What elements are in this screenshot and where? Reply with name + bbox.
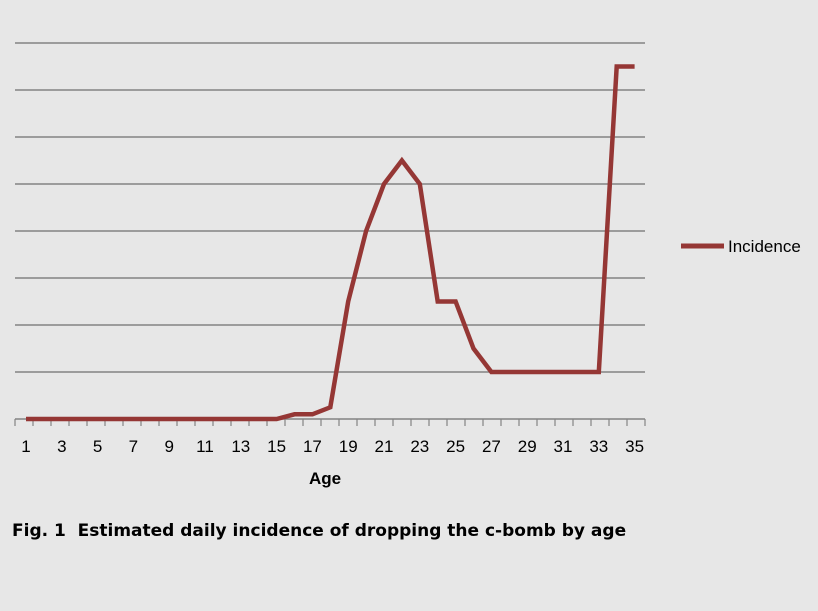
series-line-incidence — [26, 64, 635, 422]
x-tick-label: 35 — [625, 437, 644, 456]
x-tick-label: 5 — [93, 437, 102, 456]
x-axis-title: Age — [309, 469, 341, 488]
x-tick-label: 3 — [57, 437, 66, 456]
x-tick-label: 31 — [554, 437, 573, 456]
x-tick-label: 15 — [267, 437, 286, 456]
x-tick-label: 27 — [482, 437, 501, 456]
legend-label: Incidence — [728, 237, 801, 256]
legend: Incidence — [681, 237, 801, 256]
x-tick-label: 19 — [339, 437, 358, 456]
x-tick-label: 1 — [21, 437, 30, 456]
x-tick-label: 23 — [410, 437, 429, 456]
x-tick-label: 9 — [164, 437, 173, 456]
x-tick-label: 33 — [589, 437, 608, 456]
figure-caption: Fig. 1 Estimated daily incidence of drop… — [12, 521, 627, 541]
x-axis: 1 3 5 7 9 11 13 15 17 19 21 23 25 27 29 31 33 35 — [14, 418, 646, 456]
line-chart: 1 3 5 7 9 11 13 15 17 19 21 23 25 27 29 31 33 35 Age Inci… — [14, 42, 801, 488]
x-tick-label: 17 — [303, 437, 322, 456]
x-tick-label: 21 — [375, 437, 394, 456]
x-tick-label: 25 — [446, 437, 465, 456]
series-lines — [26, 64, 635, 422]
x-tick-label: 7 — [129, 437, 138, 456]
x-tick-label: 11 — [196, 437, 214, 456]
x-tick-label: 29 — [518, 437, 537, 456]
x-tick-label: 13 — [231, 437, 250, 456]
gridlines — [15, 42, 645, 373]
